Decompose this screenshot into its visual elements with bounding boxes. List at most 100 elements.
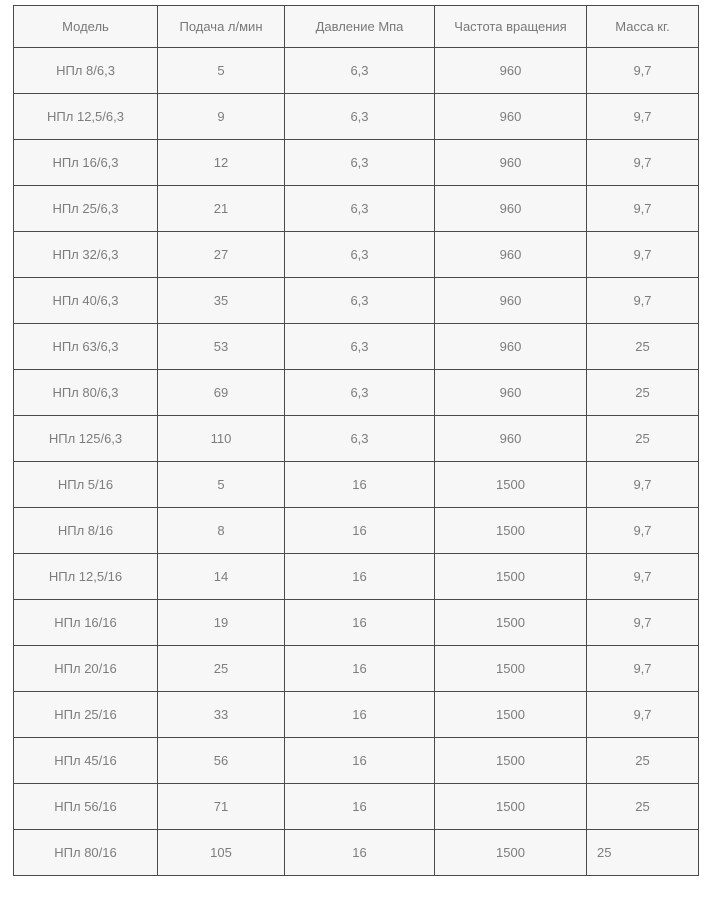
cell-mass: 9,7 xyxy=(586,553,699,600)
table-row: НПл 25/6,3 21 6,3 960 9,7 xyxy=(13,185,699,232)
cell-flow: 53 xyxy=(157,323,285,370)
cell-flow: 14 xyxy=(157,553,285,600)
cell-flow: 35 xyxy=(157,277,285,324)
cell-mass: 9,7 xyxy=(586,185,699,232)
cell-flow: 8 xyxy=(157,507,285,554)
table-row: НПл 63/6,3 53 6,3 960 25 xyxy=(13,323,699,370)
cell-model: НПл 12,5/6,3 xyxy=(13,93,158,140)
cell-pressure: 16 xyxy=(284,829,435,876)
cell-flow: 56 xyxy=(157,737,285,784)
cell-model: НПл 25/16 xyxy=(13,691,158,738)
cell-model: НПл 12,5/16 xyxy=(13,553,158,600)
column-header-model: Модель xyxy=(13,5,158,48)
cell-pressure: 6,3 xyxy=(284,93,435,140)
table-row: НПл 16/16 19 16 1500 9,7 xyxy=(13,599,699,646)
cell-pressure: 16 xyxy=(284,599,435,646)
cell-model: НПл 20/16 xyxy=(13,645,158,692)
cell-mass: 25 xyxy=(586,323,699,370)
cell-flow: 110 xyxy=(157,415,285,462)
cell-mass: 9,7 xyxy=(586,599,699,646)
cell-speed: 960 xyxy=(434,415,587,462)
table-row: НПл 8/6,3 5 6,3 960 9,7 xyxy=(13,47,699,94)
cell-pressure: 16 xyxy=(284,645,435,692)
cell-speed: 960 xyxy=(434,231,587,278)
table-row: НПл 16/6,3 12 6,3 960 9,7 xyxy=(13,139,699,186)
table-row: НПл 45/16 56 16 1500 25 xyxy=(13,737,699,784)
table-row: НПл 125/6,3 110 6,3 960 25 xyxy=(13,415,699,462)
column-header-pressure: Давление Мпа xyxy=(284,5,435,48)
cell-mass: 9,7 xyxy=(586,645,699,692)
cell-model: НПл 25/6,3 xyxy=(13,185,158,232)
cell-model: НПл 56/16 xyxy=(13,783,158,830)
cell-model: НПл 16/16 xyxy=(13,599,158,646)
cell-flow: 5 xyxy=(157,47,285,94)
cell-model: НПл 125/6,3 xyxy=(13,415,158,462)
table-row: НПл 80/6,3 69 6,3 960 25 xyxy=(13,369,699,416)
table-header-row: Модель Подача л/мин Давление Мпа Частота… xyxy=(13,5,699,48)
cell-flow: 9 xyxy=(157,93,285,140)
column-header-flow: Подача л/мин xyxy=(157,5,285,48)
cell-pressure: 16 xyxy=(284,783,435,830)
cell-pressure: 16 xyxy=(284,553,435,600)
cell-mass: 9,7 xyxy=(586,461,699,508)
cell-mass: 9,7 xyxy=(586,231,699,278)
cell-model: НПл 40/6,3 xyxy=(13,277,158,324)
cell-model: НПл 16/6,3 xyxy=(13,139,158,186)
cell-model: НПл 80/16 xyxy=(13,829,158,876)
cell-pressure: 6,3 xyxy=(284,415,435,462)
table-row: НПл 56/16 71 16 1500 25 xyxy=(13,783,699,830)
cell-flow: 25 xyxy=(157,645,285,692)
table-row: НПл 12,5/6,3 9 6,3 960 9,7 xyxy=(13,93,699,140)
column-header-speed: Частота вращения xyxy=(434,5,587,48)
table-row: НПл 20/16 25 16 1500 9,7 xyxy=(13,645,699,692)
cell-mass: 9,7 xyxy=(586,277,699,324)
cell-pressure: 16 xyxy=(284,737,435,784)
cell-pressure: 16 xyxy=(284,691,435,738)
cell-speed: 960 xyxy=(434,185,587,232)
cell-flow: 5 xyxy=(157,461,285,508)
cell-speed: 1500 xyxy=(434,645,587,692)
cell-pressure: 6,3 xyxy=(284,277,435,324)
cell-model: НПл 8/6,3 xyxy=(13,47,158,94)
cell-speed: 1500 xyxy=(434,553,587,600)
table-row: НПл 25/16 33 16 1500 9,7 xyxy=(13,691,699,738)
cell-mass: 25 xyxy=(586,783,699,830)
column-header-mass: Масса кг. xyxy=(586,5,699,48)
cell-flow: 27 xyxy=(157,231,285,278)
cell-speed: 1500 xyxy=(434,461,587,508)
cell-mass: 25 xyxy=(586,415,699,462)
cell-flow: 33 xyxy=(157,691,285,738)
cell-flow: 12 xyxy=(157,139,285,186)
cell-model: НПл 8/16 xyxy=(13,507,158,554)
cell-speed: 1500 xyxy=(434,507,587,554)
cell-pressure: 6,3 xyxy=(284,185,435,232)
table-row: НПл 5/16 5 16 1500 9,7 xyxy=(13,461,699,508)
cell-speed: 960 xyxy=(434,139,587,186)
cell-model: НПл 32/6,3 xyxy=(13,231,158,278)
cell-speed: 960 xyxy=(434,93,587,140)
cell-pressure: 16 xyxy=(284,507,435,554)
table-row: НПл 8/16 8 16 1500 9,7 xyxy=(13,507,699,554)
table-row: НПл 80/16 105 16 1500 25 xyxy=(13,829,699,876)
table-header: Модель Подача л/мин Давление Мпа Частота… xyxy=(13,5,699,48)
cell-flow: 21 xyxy=(157,185,285,232)
cell-pressure: 6,3 xyxy=(284,231,435,278)
cell-mass: 9,7 xyxy=(586,47,699,94)
cell-speed: 1500 xyxy=(434,829,587,876)
table-row: НПл 12,5/16 14 16 1500 9,7 xyxy=(13,553,699,600)
table-row: НПл 32/6,3 27 6,3 960 9,7 xyxy=(13,231,699,278)
cell-speed: 1500 xyxy=(434,691,587,738)
pump-specification-table: Модель Подача л/мин Давление Мпа Частота… xyxy=(13,5,699,876)
cell-mass: 9,7 xyxy=(586,139,699,186)
cell-speed: 1500 xyxy=(434,783,587,830)
table-body: НПл 8/6,3 5 6,3 960 9,7 НПл 12,5/6,3 9 6,3 960 9,… xyxy=(13,47,699,876)
cell-pressure: 16 xyxy=(284,461,435,508)
table-row: НПл 40/6,3 35 6,3 960 9,7 xyxy=(13,277,699,324)
cell-mass: 25 xyxy=(586,369,699,416)
spec-table-container: Модель Подача л/мин Давление Мпа Частота… xyxy=(13,5,699,876)
cell-mass: 9,7 xyxy=(586,507,699,554)
cell-pressure: 6,3 xyxy=(284,47,435,94)
cell-mass: 25 xyxy=(586,829,699,876)
cell-model: НПл 5/16 xyxy=(13,461,158,508)
